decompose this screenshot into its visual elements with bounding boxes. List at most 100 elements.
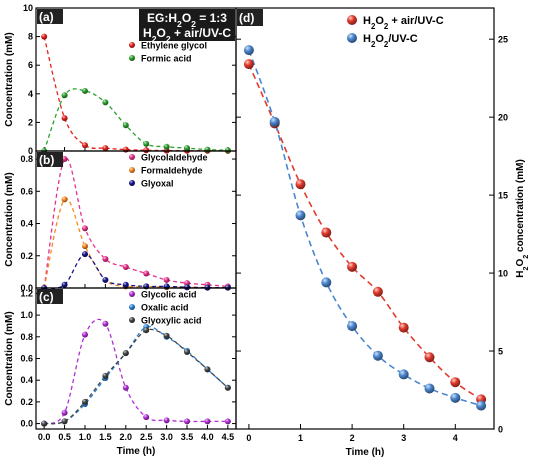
y-tick-label: 15: [498, 191, 508, 201]
data-point-b-2: [61, 281, 68, 288]
data-point-d-1: [476, 400, 487, 411]
legend-marker: [129, 55, 135, 61]
legend-label: Glyoxal: [141, 179, 174, 189]
y-tick-label: 1.2: [20, 288, 33, 298]
data-point-d-1: [321, 277, 332, 288]
panel-c: 0.0 0.2 0.4 0.6 0.8 1.0 1.2 0.0 0.5 1.0 1.5 2.0 2.5 3…: [4, 287, 237, 457]
data-point-b-2: [122, 281, 129, 288]
data-point-d-1: [398, 369, 409, 380]
data-point-c-0: [122, 384, 129, 391]
legend-label: Glycolaldehyde: [141, 153, 208, 163]
data-point-d-0: [398, 322, 409, 333]
series-line-d-0: [248, 63, 482, 401]
y-tick-label: 0.0: [20, 419, 33, 429]
legend-marker: [129, 291, 135, 297]
legend-marker: [129, 317, 135, 323]
y-tick-label: 10: [23, 3, 33, 13]
data-point-b-0: [122, 264, 129, 271]
y-tick-label: 1.0: [20, 310, 33, 320]
data-point-a-1: [163, 143, 170, 150]
panel-label: (a): [39, 10, 54, 24]
y-tick-label: 4: [28, 89, 33, 99]
legend-marker: [129, 42, 135, 48]
data-point-a-1: [102, 99, 109, 106]
panel-label: (d): [239, 11, 254, 25]
y-axis-label: Concentration (mM): [4, 311, 15, 405]
legend-marker: [129, 154, 135, 160]
x-tick-label: 1.0: [79, 432, 92, 442]
data-point-d-1: [347, 321, 358, 332]
x-tick-label: 2: [350, 433, 355, 443]
panel-label-bg: [37, 9, 63, 24]
x-tick-label: 4: [453, 433, 458, 443]
data-point-d-0: [243, 59, 254, 70]
y-tick-label: 2: [28, 117, 33, 127]
legend-marker: [129, 180, 135, 186]
data-point-a-1: [143, 140, 150, 147]
x-tick-label: 0: [246, 433, 251, 443]
x-tick-label: 4.0: [201, 432, 214, 442]
data-point-a-0: [81, 142, 88, 149]
data-point-b-0: [61, 156, 68, 163]
data-point-c-0: [163, 417, 170, 424]
x-axis-label: Time (h): [117, 446, 156, 457]
x-axis-label: Time (h): [346, 447, 385, 458]
data-point-b-1: [81, 243, 88, 250]
data-point-a-1: [81, 87, 88, 94]
data-point-b-0: [163, 276, 170, 283]
y-tick-label: 8: [28, 32, 33, 42]
data-point-c-2: [143, 327, 150, 334]
panel-label-bg: [37, 289, 63, 304]
y-axis-label: Concentration (mM): [4, 32, 15, 126]
data-point-a-1: [224, 147, 231, 154]
data-point-b-0: [81, 225, 88, 232]
data-point-c-2: [41, 420, 48, 427]
y-tick-label: 0.4: [20, 375, 33, 385]
data-point-a-0: [122, 146, 129, 153]
data-point-a-1: [184, 145, 191, 152]
y-tick-label: 5: [498, 347, 503, 357]
plot-frame: [35, 150, 237, 289]
data-point-a-1: [122, 122, 129, 129]
panel-a: 0 2 4 6 8 10 Concentration (mM) Ethylene glycol…: [4, 3, 237, 156]
series-line-b-0: [43, 157, 228, 289]
series-line-c-2: [44, 328, 229, 425]
y-tick-label: 0.6: [20, 354, 33, 364]
data-point-c-2: [122, 350, 129, 357]
legend-label: Oxalic acid: [141, 303, 189, 313]
data-point-d-0: [450, 377, 461, 388]
annotation-bg: [139, 9, 235, 41]
x-tick-label: 4.5: [222, 432, 235, 442]
series-line-a-0: [43, 36, 228, 152]
data-point-d-1: [372, 350, 383, 361]
y-axis-label: Concentration (mM): [4, 172, 15, 266]
x-tick-label: 3.5: [181, 432, 194, 442]
y-tick-label: 0.4: [20, 219, 33, 229]
x-tick-label: 1.5: [99, 432, 112, 442]
y-tick-label: 25: [498, 35, 508, 45]
y-axis-label: H2O2 concentration (mM): [515, 159, 530, 278]
data-point-c-0: [61, 409, 68, 416]
data-point-c-2: [163, 332, 170, 339]
x-tick-label: 3: [401, 433, 406, 443]
x-tick-label: 0.0: [38, 432, 51, 442]
y-tick-label: 20: [498, 113, 508, 123]
data-point-d-1: [269, 116, 280, 127]
data-point-d-1: [424, 383, 435, 394]
data-point-d-1: [243, 45, 254, 56]
data-point-d-1: [450, 392, 461, 403]
data-point-d-0: [372, 286, 383, 297]
y-tick-label: 0.2: [20, 397, 33, 407]
data-point-b-0: [143, 270, 150, 277]
x-tick-label: 0.5: [58, 432, 71, 442]
data-point-b-2: [81, 251, 88, 258]
x-tick-label: 2.0: [120, 432, 133, 442]
data-point-a-0: [61, 115, 68, 122]
legend-label: H2O2/UV-C: [363, 33, 418, 49]
data-point-c-2: [61, 418, 68, 425]
data-point-d-0: [295, 179, 306, 190]
y-tick-label: 0: [28, 146, 33, 156]
data-point-a-1: [61, 92, 68, 99]
